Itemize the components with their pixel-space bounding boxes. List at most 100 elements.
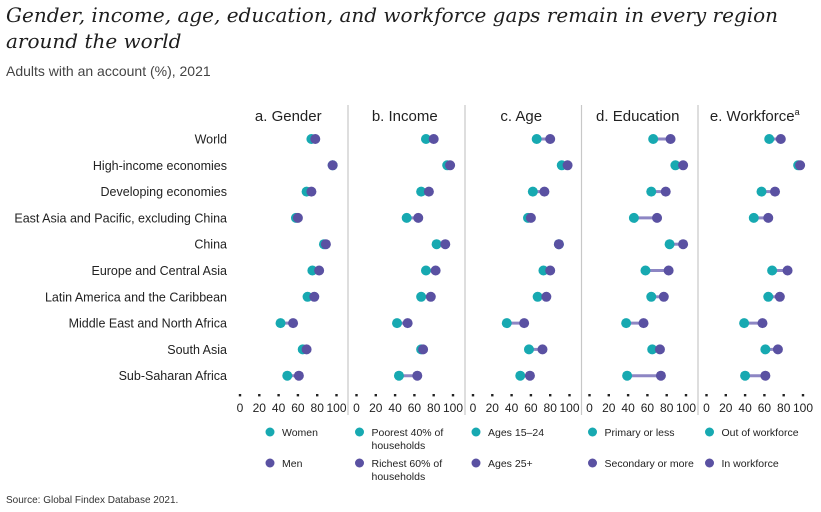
x-tick-mark <box>471 394 475 397</box>
legend-label: In workforce <box>722 458 779 470</box>
point-out-of-workforce <box>763 291 774 302</box>
x-tick-label: 20 <box>369 401 383 415</box>
panel-title-3: d. Education <box>596 108 679 125</box>
legend-label: Out of workforce <box>722 427 799 439</box>
x-tick-label: 0 <box>703 401 710 415</box>
row-label: Middle East and North Africa <box>69 317 227 331</box>
row-label: China <box>194 238 227 252</box>
x-tick-mark <box>763 394 766 397</box>
point-out-of-workforce <box>760 344 771 355</box>
x-tick-mark <box>258 394 261 397</box>
legend-label-line: Out of workforce <box>722 427 799 439</box>
x-tick-mark <box>684 394 688 397</box>
x-tick-label: 20 <box>719 401 733 415</box>
point-men <box>292 212 303 223</box>
point-secondary-or-more <box>658 291 669 302</box>
point-primary-or-less <box>640 265 651 276</box>
point-primary-or-less <box>648 134 659 144</box>
point-secondary-or-more <box>654 344 665 355</box>
x-tick-mark <box>316 394 319 397</box>
x-tick-mark <box>510 394 513 397</box>
legend-marker <box>265 458 275 468</box>
x-tick-mark <box>432 394 435 397</box>
x-tick-mark <box>238 394 242 397</box>
row-label: Europe and Central Asia <box>91 264 227 278</box>
chart-subtitle: Adults with an account (%), 2021 <box>6 63 211 79</box>
point-poorest-40-of-households <box>416 186 427 197</box>
point-ages-25- <box>519 318 530 329</box>
point-in-workforce <box>775 134 786 144</box>
point-secondary-or-more <box>638 318 649 329</box>
legend-marker <box>705 427 714 437</box>
point-ages-25- <box>553 239 564 250</box>
point-primary-or-less <box>664 239 675 250</box>
panel-title-1: b. Income <box>372 108 438 125</box>
point-in-workforce <box>782 265 793 276</box>
legend-label-line: In workforce <box>722 458 779 470</box>
point-women <box>275 318 286 329</box>
x-tick-label: 0 <box>353 401 360 415</box>
point-ages-25- <box>541 291 552 302</box>
point-out-of-workforce <box>748 212 759 223</box>
point-men <box>293 370 304 381</box>
x-tick-mark <box>801 394 805 397</box>
point-primary-or-less <box>628 212 639 223</box>
point-ages-15-24 <box>531 134 542 144</box>
point-in-workforce <box>760 370 771 381</box>
legend-marker <box>705 458 714 468</box>
x-tick-label: 60 <box>524 401 538 415</box>
x-tick-label: 0 <box>237 401 244 415</box>
x-tick-label: 0 <box>470 401 477 415</box>
panel-title-4: e. Workforcea <box>710 107 800 125</box>
point-poorest-40-of-households <box>392 318 403 329</box>
x-tick-mark <box>491 394 494 397</box>
point-primary-or-less <box>646 291 657 302</box>
x-tick-mark <box>568 394 571 397</box>
x-tick-label: 20 <box>486 401 500 415</box>
point-men <box>320 239 331 250</box>
legend-label-line: Ages 15–24 <box>488 427 544 439</box>
legend-label-line: households <box>372 471 426 483</box>
point-richest-60-of-households <box>402 318 413 329</box>
x-tick-mark <box>529 394 533 397</box>
point-richest-60-of-households <box>413 212 424 223</box>
x-tick-label: 60 <box>291 401 305 415</box>
x-tick-mark <box>374 394 377 397</box>
point-men <box>301 344 312 355</box>
point-out-of-workforce <box>767 265 778 276</box>
legend-label-line: Women <box>282 427 318 439</box>
x-tick-mark <box>646 394 649 397</box>
legend-marker <box>355 458 364 468</box>
x-tick-label: 100 <box>793 401 813 415</box>
point-ages-25- <box>524 370 535 381</box>
x-tick-label: 40 <box>272 401 286 415</box>
point-richest-60-of-households <box>445 160 456 171</box>
point-secondary-or-more <box>678 160 689 171</box>
point-richest-60-of-households <box>425 291 436 302</box>
chart-title: Gender, income, age, education, and work… <box>6 3 779 53</box>
x-tick-label: 80 <box>777 401 791 415</box>
point-poorest-40-of-households <box>416 291 427 302</box>
point-women <box>282 370 293 381</box>
panel-title-2: c. Age <box>500 108 542 125</box>
x-tick-label: 100 <box>676 401 696 415</box>
point-out-of-workforce <box>739 318 750 329</box>
legend-label-line: Richest 60% of <box>372 458 443 470</box>
x-tick-mark <box>355 394 358 397</box>
point-ages-15-24 <box>532 291 543 302</box>
point-ages-15-24 <box>527 186 538 197</box>
x-tick-label: 100 <box>443 401 463 415</box>
legend-label-line: households <box>372 440 426 452</box>
x-tick-label: 100 <box>559 401 579 415</box>
x-tick-mark <box>393 394 397 397</box>
point-in-workforce <box>763 212 774 223</box>
point-men <box>288 318 299 329</box>
x-tick-label: 60 <box>408 401 422 415</box>
point-ages-25- <box>537 344 548 355</box>
legend-label: Secondary or more <box>605 458 694 470</box>
row-label: Developing economies <box>101 185 227 199</box>
x-tick-label: 80 <box>660 401 674 415</box>
point-out-of-workforce <box>764 134 775 144</box>
point-poorest-40-of-households <box>401 212 412 223</box>
x-tick-mark <box>607 394 610 397</box>
